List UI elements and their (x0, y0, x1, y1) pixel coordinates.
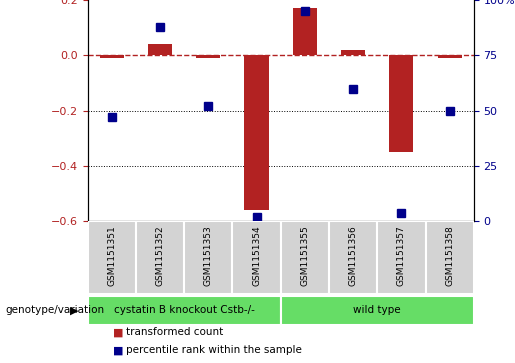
Bar (148, 44, 172, 55)
Bar (293, 8, 317, 55)
Bar (184, 221, 232, 294)
Text: cystatin B knockout Cstb-/-: cystatin B knockout Cstb-/- (114, 305, 254, 315)
Text: genotype/variation: genotype/variation (5, 305, 104, 315)
Text: ■: ■ (113, 327, 124, 337)
Text: GSM1151357: GSM1151357 (397, 225, 406, 286)
Text: ▶: ▶ (71, 305, 79, 315)
Bar (232, 221, 281, 294)
Bar (88, 221, 136, 294)
Bar (99, 55, 124, 58)
Bar (329, 221, 377, 294)
Text: GSM1151352: GSM1151352 (156, 225, 164, 286)
Text: GSM1151353: GSM1151353 (204, 225, 213, 286)
Text: GSM1151351: GSM1151351 (107, 225, 116, 286)
Bar (136, 221, 184, 294)
Text: GSM1151356: GSM1151356 (349, 225, 357, 286)
Bar (341, 50, 365, 55)
Bar (281, 221, 329, 294)
Text: wild type: wild type (353, 305, 401, 315)
Text: ■: ■ (113, 345, 124, 355)
Bar (377, 221, 425, 294)
Bar (425, 221, 474, 294)
Bar (281, 295, 474, 325)
Text: percentile rank within the sample: percentile rank within the sample (126, 345, 302, 355)
Text: GSM1151355: GSM1151355 (300, 225, 310, 286)
Text: transformed count: transformed count (126, 327, 224, 337)
Bar (245, 55, 269, 211)
Bar (389, 55, 414, 152)
Bar (438, 55, 462, 58)
Text: GSM1151354: GSM1151354 (252, 225, 261, 286)
Bar (196, 55, 220, 58)
Text: GSM1151358: GSM1151358 (445, 225, 454, 286)
Bar (88, 295, 281, 325)
